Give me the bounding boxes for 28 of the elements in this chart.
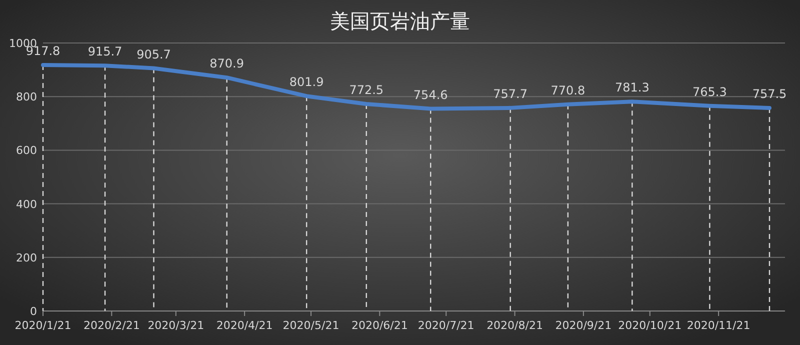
y-tick-label: 200	[16, 251, 37, 264]
data-label: 754.6	[413, 88, 448, 102]
data-label: 772.5	[349, 82, 384, 97]
y-tick-label: 600	[16, 144, 37, 158]
chart-title: 美国页岩油产量	[330, 9, 470, 33]
x-tick-label: 2020/11/21	[686, 319, 750, 332]
x-tick-label: 2020/7/21	[418, 319, 474, 332]
data-label: 781.3	[614, 80, 650, 95]
data-label: 765.3	[692, 84, 727, 99]
x-tick-label: 2020/10/21	[618, 319, 682, 332]
x-tick-label: 2020/2/21	[83, 319, 140, 332]
x-tick-label: 2020/5/21	[282, 319, 340, 332]
data-label: 757.5	[752, 86, 787, 101]
y-tick-label: 400	[16, 198, 37, 211]
x-tick-label: 2020/6/21	[351, 319, 408, 332]
data-label: 870.9	[210, 56, 244, 71]
x-tick-label: 2020/9/21	[555, 319, 612, 332]
data-label: 757.7	[493, 86, 528, 101]
data-label: 915.7	[88, 44, 122, 59]
y-tick-label: 0	[30, 305, 37, 318]
data-label: 801.9	[289, 75, 324, 90]
y-tick-label: 800	[16, 90, 37, 104]
x-tick-label: 2020/3/21	[148, 319, 204, 332]
data-label: 905.7	[136, 47, 171, 62]
x-tick-label: 2020/8/21	[486, 319, 543, 332]
x-tick-label: 2020/4/21	[216, 319, 273, 332]
data-label: 770.8	[550, 83, 586, 98]
x-tick-label: 2020/1/21	[14, 319, 72, 332]
